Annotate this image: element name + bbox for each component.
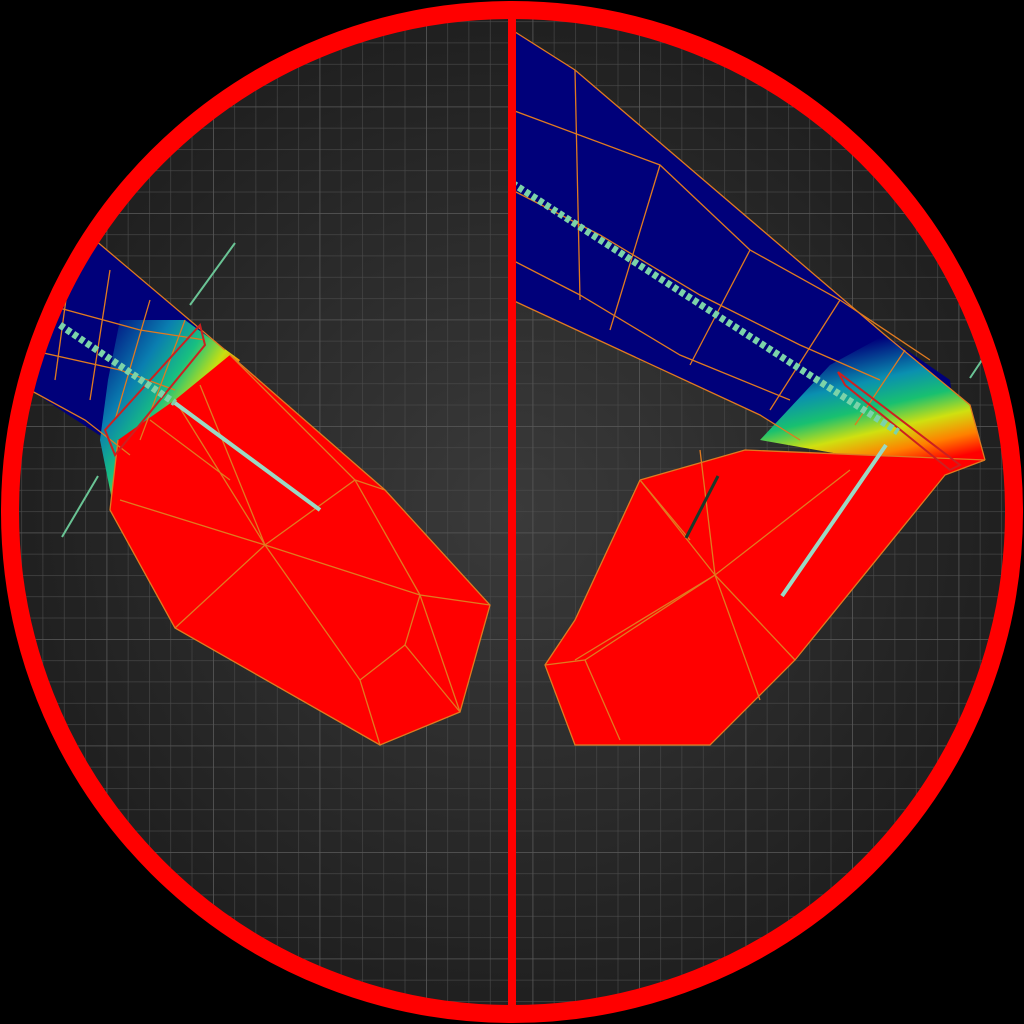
selected-bone-outline <box>837 371 962 472</box>
joint-weight-gradient <box>760 335 985 470</box>
upper-bone <box>512 180 900 435</box>
lower-limb-mesh <box>545 450 985 745</box>
panel-divider[interactable] <box>508 15 516 1009</box>
lower-bone <box>173 401 322 512</box>
lower-limb-mesh <box>110 355 490 745</box>
bone-axis-guide <box>189 242 236 306</box>
bone-axis-guide <box>61 475 99 538</box>
selected-bone-outline <box>103 322 207 457</box>
bone-axis-guide <box>969 359 983 379</box>
right-viewport[interactable] <box>512 29 986 746</box>
mesh-wireframe <box>512 29 986 746</box>
lower-bone <box>780 443 888 598</box>
bone-axis-guide <box>684 475 720 539</box>
mesh-wireframe <box>29 239 491 746</box>
upper-bone <box>58 322 177 406</box>
left-viewport[interactable] <box>29 239 491 746</box>
upper-limb-mesh <box>512 30 960 460</box>
